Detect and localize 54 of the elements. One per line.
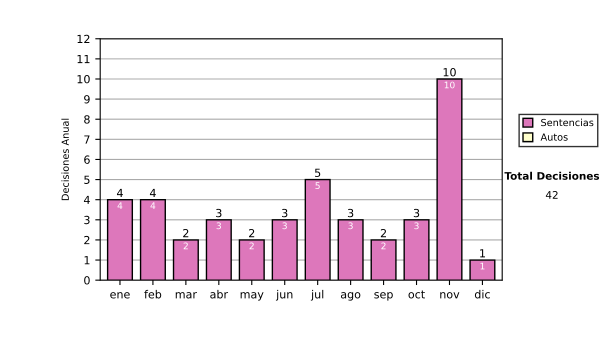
x-tick-label: abr (210, 290, 228, 298)
x-tick-label: mar (176, 292, 197, 298)
x-tick-label: jul (310, 290, 324, 301)
y-tick-label: 7 (84, 135, 90, 144)
total-label: 4 (116, 188, 123, 197)
y-axis-title: Decisiones Anual (61, 118, 69, 200)
data-label: 2 (184, 242, 188, 250)
total-label: 3 (282, 208, 288, 218)
x-tick-label: nov (440, 292, 460, 298)
x-tick-label: oct (408, 290, 425, 298)
total-label: 4 (150, 188, 156, 197)
y-tick-label: 0 (84, 276, 90, 285)
total-label: 5 (315, 168, 320, 178)
data-label: 10 (444, 82, 455, 88)
y-tick-label: 10 (78, 74, 90, 84)
x-tick-label: sep (374, 292, 393, 301)
data-label: 4 (118, 202, 122, 209)
data-label: 2 (250, 242, 254, 250)
x-tick-label: ene (110, 292, 130, 298)
x-tick-label: jun (276, 290, 292, 301)
data-label: 4 (150, 202, 156, 209)
legend-label: Sentencias (541, 118, 594, 126)
data-label: 3 (282, 222, 287, 230)
total-label: 2 (183, 228, 188, 238)
y-tick-label: 5 (84, 176, 90, 184)
y-tick-label: 3 (84, 216, 90, 224)
total-label: 3 (348, 208, 354, 218)
total-label: 1 (480, 249, 485, 258)
total-label: 3 (414, 208, 420, 218)
data-label: 5 (316, 182, 320, 189)
text: 42 (546, 190, 558, 199)
data-label: 1 (480, 262, 484, 270)
data-label: 2 (381, 242, 386, 250)
total-label: 2 (249, 228, 254, 238)
y-tick-label: 9 (84, 95, 90, 104)
y-tick-label: 2 (84, 236, 90, 244)
x-tick-label: may (240, 292, 264, 301)
y-tick-label: 1 (84, 256, 90, 264)
x-tick-label: dic (474, 290, 490, 298)
y-tick-label: 8 (84, 115, 90, 124)
data-label: 3 (216, 222, 221, 230)
x-tick-label: feb (144, 290, 162, 298)
data-label: 3 (414, 222, 419, 230)
y-tick-label: 4 (84, 196, 90, 204)
y-tick-label: 11 (78, 54, 90, 64)
data-label: 3 (348, 222, 353, 230)
legend-label: Autos (540, 134, 568, 141)
total-label: 2 (380, 228, 386, 238)
y-tick-label: 12 (78, 34, 90, 43)
text: Total Decisiones (504, 172, 600, 180)
total-label: 10 (444, 68, 456, 76)
total-label: 3 (216, 208, 222, 218)
y-tick-label: 6 (84, 155, 90, 164)
x-tick-label: ago (340, 292, 360, 301)
